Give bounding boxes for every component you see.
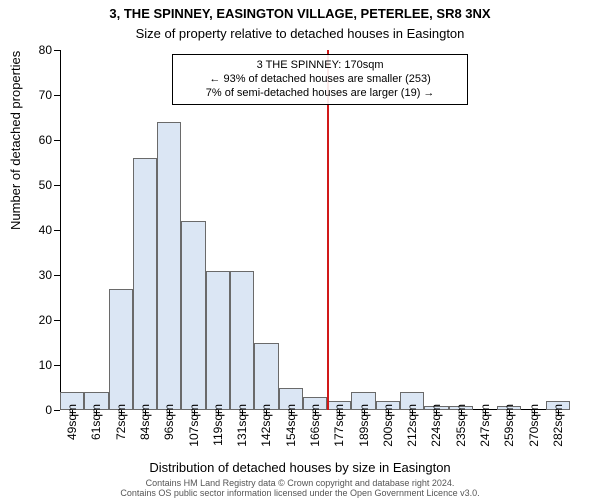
y-tick — [54, 50, 60, 51]
y-tick-label: 80 — [20, 43, 52, 57]
footer-line-1: Contains HM Land Registry data © Crown c… — [146, 478, 455, 488]
x-tick-label: 224sqm — [429, 404, 443, 447]
x-tick-label: 270sqm — [527, 404, 541, 447]
x-tick-label: 107sqm — [187, 404, 201, 447]
annotation-line-2: ← 93% of detached houses are smaller (25… — [181, 73, 459, 87]
x-tick-label: 177sqm — [332, 404, 346, 447]
y-tick — [54, 185, 60, 186]
x-tick-label: 247sqm — [478, 404, 492, 447]
chart-title: 3, THE SPINNEY, EASINGTON VILLAGE, PETER… — [0, 6, 600, 21]
x-tick-label: 131sqm — [235, 404, 249, 447]
x-tick-label: 189sqm — [357, 404, 371, 447]
bar — [206, 271, 230, 411]
y-tick — [54, 230, 60, 231]
annotation-box: 3 THE SPINNEY: 170sqm ← 93% of detached … — [172, 54, 468, 105]
x-axis-title: Distribution of detached houses by size … — [0, 460, 600, 475]
y-tick — [54, 275, 60, 276]
bar — [133, 158, 157, 410]
annotation-line-3: 7% of semi-detached houses are larger (1… — [181, 87, 459, 101]
x-tick-label: 154sqm — [284, 404, 298, 447]
x-tick-label: 166sqm — [308, 404, 322, 447]
x-tick-label: 142sqm — [259, 404, 273, 447]
y-tick — [54, 320, 60, 321]
plot-area: 0102030405060708049sqm61sqm72sqm84sqm96s… — [60, 50, 570, 410]
y-tick — [54, 95, 60, 96]
x-tick-label: 96sqm — [162, 404, 176, 440]
bar — [254, 343, 278, 411]
bar — [109, 289, 133, 411]
y-tick-label: 0 — [20, 403, 52, 417]
y-tick-label: 40 — [20, 223, 52, 237]
chart-subtitle: Size of property relative to detached ho… — [0, 26, 600, 41]
bar — [230, 271, 254, 411]
bar — [157, 122, 181, 410]
y-tick-label: 70 — [20, 88, 52, 102]
x-tick-label: 235sqm — [454, 404, 468, 447]
x-tick-label: 282sqm — [551, 404, 565, 447]
y-tick — [54, 140, 60, 141]
y-tick-label: 10 — [20, 358, 52, 372]
y-tick-label: 60 — [20, 133, 52, 147]
y-tick — [54, 365, 60, 366]
chart-container: 3, THE SPINNEY, EASINGTON VILLAGE, PETER… — [0, 0, 600, 500]
x-tick-label: 200sqm — [381, 404, 395, 447]
x-tick-label: 84sqm — [138, 404, 152, 440]
x-tick-label: 49sqm — [65, 404, 79, 440]
footer: Contains HM Land Registry data © Crown c… — [0, 478, 600, 498]
x-tick-label: 61sqm — [89, 404, 103, 440]
y-tick-label: 30 — [20, 268, 52, 282]
annotation-line-1: 3 THE SPINNEY: 170sqm — [181, 59, 459, 73]
y-tick-label: 20 — [20, 313, 52, 327]
x-tick-label: 72sqm — [114, 404, 128, 440]
x-tick-label: 119sqm — [211, 404, 225, 446]
bar — [181, 221, 205, 410]
y-tick-label: 50 — [20, 178, 52, 192]
x-tick-label: 259sqm — [502, 404, 516, 447]
x-tick-label: 212sqm — [405, 404, 419, 447]
y-tick — [54, 410, 60, 411]
footer-line-2: Contains OS public sector information li… — [120, 488, 479, 498]
